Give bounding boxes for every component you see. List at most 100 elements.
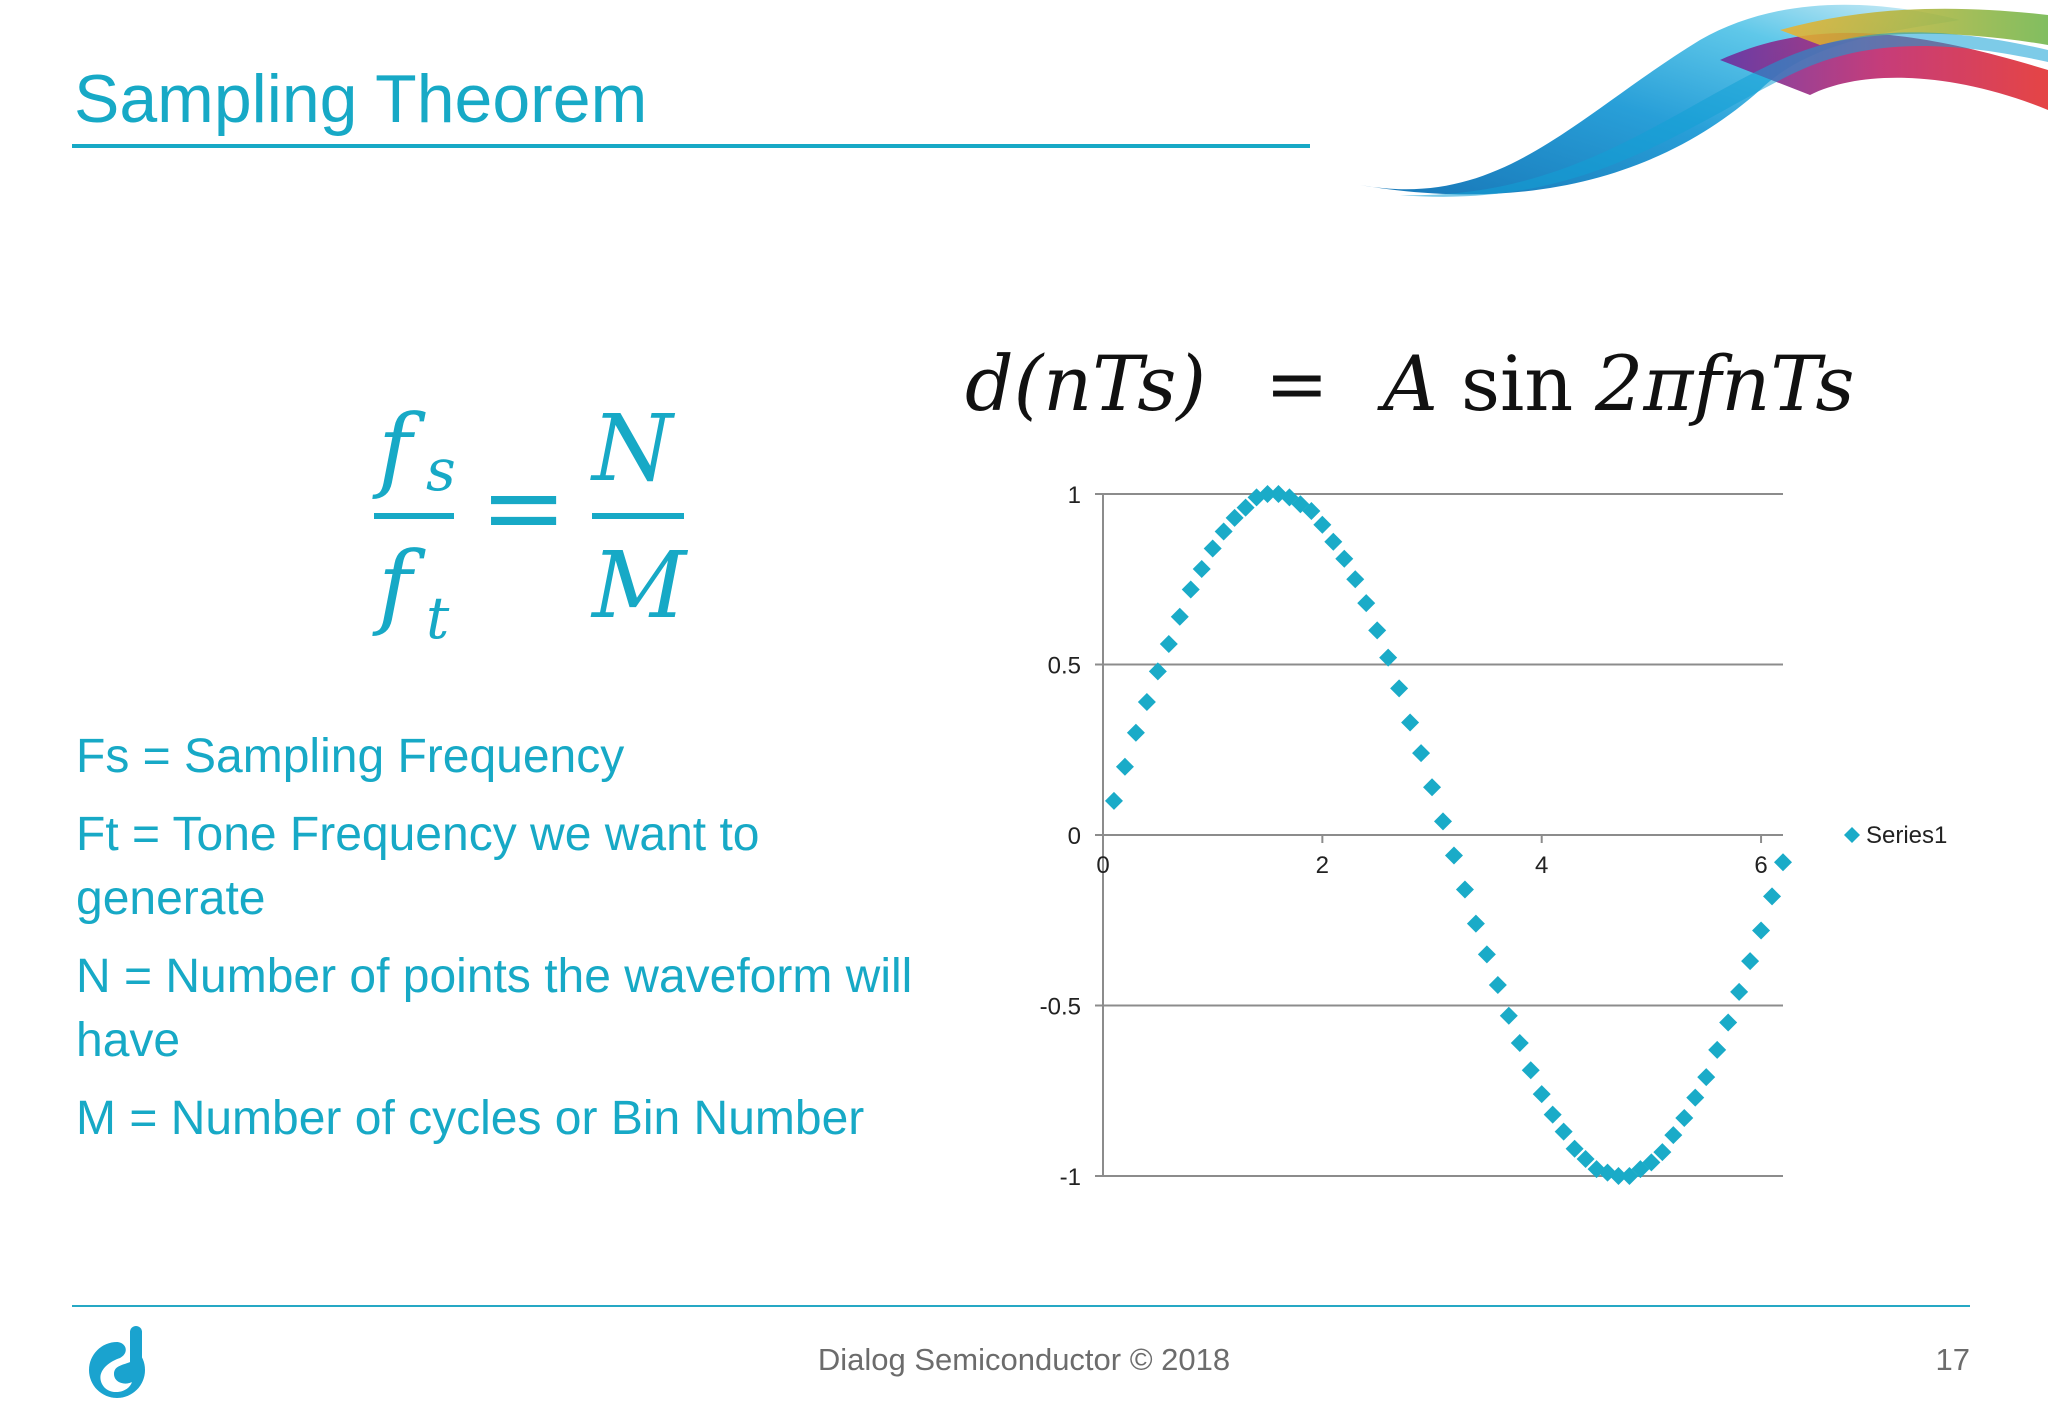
data-point bbox=[1258, 485, 1277, 503]
data-point bbox=[1313, 515, 1332, 534]
y-tick-label: -0.5 bbox=[1040, 994, 1081, 1021]
data-point bbox=[1401, 713, 1420, 732]
x-tick-label: 6 bbox=[1754, 852, 1767, 879]
data-point bbox=[1510, 1034, 1529, 1053]
data-point bbox=[1741, 952, 1760, 971]
data-point bbox=[1170, 607, 1189, 626]
data-point bbox=[1335, 549, 1354, 568]
x-tick-label: 2 bbox=[1316, 852, 1329, 879]
definition-fs: Fs = Sampling Frequency bbox=[76, 730, 625, 783]
data-point bbox=[1225, 508, 1244, 527]
data-point bbox=[1368, 621, 1387, 640]
legend-label: Series1 bbox=[1866, 822, 1947, 849]
data-point bbox=[1455, 880, 1474, 899]
data-point bbox=[1280, 488, 1299, 507]
data-point bbox=[1521, 1061, 1540, 1080]
signal-equals: = bbox=[1265, 339, 1329, 428]
data-point bbox=[1631, 1160, 1650, 1179]
data-point bbox=[1653, 1143, 1672, 1162]
signal-argument: 2πfnTs bbox=[1594, 339, 1855, 428]
data-point bbox=[1565, 1139, 1584, 1158]
data-point bbox=[1434, 812, 1452, 831]
definitions-list: Fs = Sampling Frequency Ft = Tone Freque… bbox=[76, 725, 976, 1165]
data-point bbox=[1214, 522, 1233, 541]
data-point bbox=[1203, 539, 1222, 558]
legend-marker bbox=[1844, 827, 1860, 843]
data-point bbox=[1774, 853, 1792, 872]
fraction-bar-right bbox=[592, 513, 684, 519]
data-point bbox=[1181, 580, 1200, 599]
data-point bbox=[1642, 1153, 1661, 1172]
y-tick-label: -1 bbox=[1060, 1164, 1081, 1191]
data-point bbox=[1598, 1163, 1617, 1182]
definition-ft: Ft = Tone Frequency we want to generate bbox=[76, 808, 760, 925]
data-point bbox=[1488, 976, 1507, 995]
data-point bbox=[1686, 1088, 1705, 1107]
footer-copyright: Dialog Semiconductor © 2018 bbox=[817, 1342, 1231, 1377]
fraction-bar-left bbox=[374, 513, 454, 519]
data-point bbox=[1236, 498, 1255, 517]
data-point bbox=[1115, 757, 1134, 776]
formula-equals: = bbox=[480, 446, 567, 568]
formula-fs-sub: s bbox=[426, 436, 456, 504]
y-tick-label: 0 bbox=[1068, 823, 1081, 850]
data-point bbox=[1126, 723, 1145, 742]
data-point bbox=[1499, 1006, 1518, 1025]
footer-divider bbox=[72, 1305, 1970, 1307]
data-point bbox=[1543, 1105, 1562, 1124]
data-point bbox=[1576, 1149, 1595, 1168]
data-point bbox=[1302, 502, 1321, 521]
sine-scatter-chart: 1 0.5 0 -0.5 -1 0 2 4 6 Series1 bbox=[1040, 482, 1948, 1191]
data-point bbox=[1192, 560, 1211, 579]
signal-amplitude: A bbox=[1377, 339, 1438, 428]
data-point bbox=[1137, 693, 1156, 712]
data-point bbox=[1148, 662, 1167, 681]
data-point bbox=[1763, 887, 1782, 906]
data-point bbox=[1675, 1109, 1694, 1128]
data-point bbox=[1620, 1167, 1639, 1185]
x-tick-label: 4 bbox=[1535, 852, 1548, 879]
signal-lhs: d(nTs) bbox=[965, 339, 1206, 428]
data-point bbox=[1609, 1167, 1628, 1185]
signal-formula: d(nTs) = A sin 2πfnTs bbox=[965, 339, 1855, 428]
data-point bbox=[1346, 570, 1365, 589]
definition-n: N = Number of points the waveform will h… bbox=[76, 950, 913, 1067]
data-point bbox=[1697, 1068, 1716, 1087]
data-point bbox=[1159, 635, 1178, 654]
slide-title: Sampling Theorem bbox=[74, 61, 648, 137]
title-underline bbox=[72, 144, 1310, 148]
y-tick-label: 0.5 bbox=[1048, 653, 1081, 680]
formula-ft-f: f bbox=[372, 532, 426, 639]
formula-m: M bbox=[590, 532, 689, 639]
formula-n: N bbox=[590, 395, 676, 502]
data-point bbox=[1730, 982, 1749, 1001]
dialog-logo-icon bbox=[89, 1326, 145, 1398]
data-point bbox=[1357, 594, 1376, 613]
x-tick-label: 0 bbox=[1096, 852, 1109, 879]
formula-ft-sub: t bbox=[426, 584, 450, 652]
data-point bbox=[1708, 1040, 1727, 1059]
data-point bbox=[1104, 791, 1123, 810]
data-point bbox=[1390, 679, 1409, 698]
data-point bbox=[1554, 1122, 1573, 1141]
definition-m: M = Number of cycles or Bin Number bbox=[76, 1092, 865, 1145]
page-number: 17 bbox=[1935, 1342, 1970, 1377]
data-point bbox=[1412, 744, 1431, 763]
sampling-ratio-formula: f s f t = N M bbox=[372, 395, 689, 652]
data-point bbox=[1532, 1085, 1551, 1104]
data-point bbox=[1752, 921, 1771, 940]
data-point bbox=[1719, 1013, 1738, 1032]
data-point bbox=[1324, 532, 1343, 551]
data-point bbox=[1466, 914, 1485, 933]
formula-fs-f: f bbox=[372, 395, 426, 502]
y-tick-label: 1 bbox=[1068, 482, 1081, 509]
data-point bbox=[1444, 846, 1463, 865]
ribbon-swoosh-decoration bbox=[1360, 4, 2048, 197]
data-point bbox=[1664, 1126, 1683, 1145]
data-point bbox=[1423, 778, 1442, 797]
signal-sin: sin bbox=[1461, 339, 1573, 428]
data-point bbox=[1269, 485, 1288, 503]
data-point bbox=[1477, 945, 1496, 964]
data-point bbox=[1379, 648, 1398, 667]
